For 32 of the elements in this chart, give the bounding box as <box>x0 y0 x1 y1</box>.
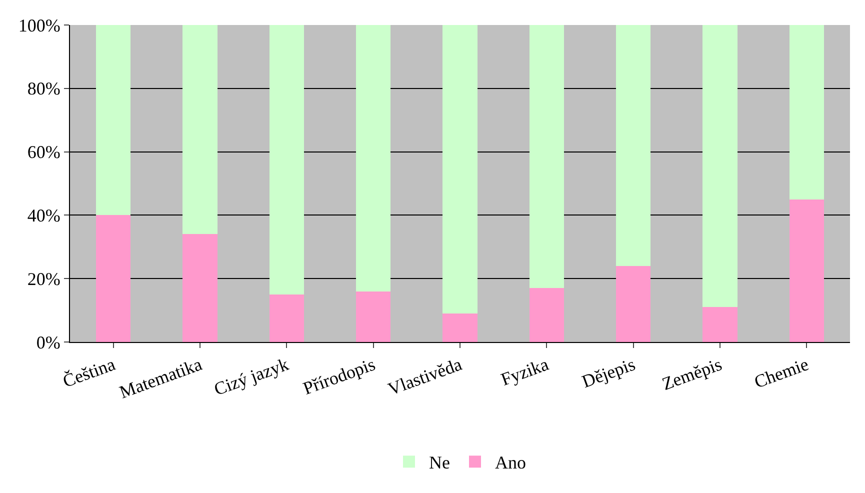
y-tick-label: 80% <box>27 78 60 99</box>
x-tick-label: Fyzika <box>498 354 552 390</box>
bar <box>702 25 738 308</box>
legend-label: Ano <box>495 452 526 473</box>
bar <box>529 25 564 288</box>
legend-label: Ne <box>429 452 450 473</box>
y-tick-label: 20% <box>27 268 60 289</box>
x-tick-label: Chemie <box>752 354 812 392</box>
bar <box>96 215 131 342</box>
bar <box>269 25 304 294</box>
x-tick-label: Dějepis <box>579 354 638 392</box>
y-tick-label: 0% <box>36 332 60 352</box>
bar <box>529 288 564 342</box>
bar <box>789 199 824 342</box>
bar <box>269 294 304 342</box>
y-tick-label: 100% <box>18 15 60 36</box>
y-tick-label: 40% <box>27 206 60 226</box>
bar <box>442 313 478 342</box>
x-tick-label: Cizý jazyk <box>211 354 292 400</box>
bar <box>96 25 131 216</box>
bar <box>616 25 651 266</box>
bar <box>789 25 824 200</box>
bar <box>182 234 218 342</box>
bar <box>616 266 651 342</box>
bar <box>182 25 218 234</box>
x-tick-label: Zeměpis <box>659 354 724 394</box>
bar <box>356 291 391 342</box>
y-tick-label: 60% <box>27 142 60 162</box>
x-tick-label: Čeština <box>60 354 118 392</box>
bar <box>442 25 478 314</box>
bar <box>702 307 738 342</box>
bar <box>356 25 391 292</box>
